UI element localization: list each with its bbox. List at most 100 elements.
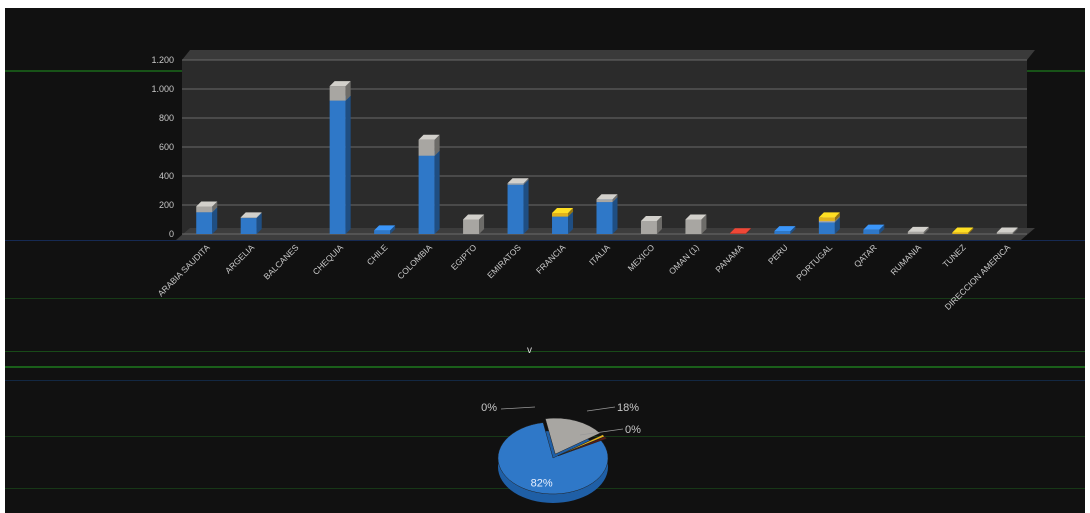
x-tick-label: BALCANES <box>261 242 300 281</box>
bar-face <box>685 219 702 234</box>
bar-face <box>374 230 391 234</box>
bar-face <box>196 206 213 213</box>
bar-top <box>685 214 707 220</box>
bar-side <box>390 225 396 234</box>
bar-side <box>701 214 707 234</box>
bar-top <box>196 201 218 207</box>
x-tick-label: EMIRATOS <box>485 242 523 280</box>
bar-face <box>996 232 1013 234</box>
bar-face <box>774 231 791 234</box>
bar-face <box>952 232 969 234</box>
bar-face <box>329 100 346 234</box>
bar-face <box>596 199 613 203</box>
bar-segment <box>640 215 662 234</box>
bar-top <box>552 207 574 213</box>
pie-label: 18% <box>617 402 639 414</box>
bar-side <box>345 81 351 101</box>
y-tick-label: 600 <box>159 142 174 152</box>
scanline <box>5 298 1085 299</box>
bar-segment <box>818 212 840 221</box>
pie-slice <box>558 436 607 457</box>
bar-face <box>196 212 213 234</box>
bar-chart: 0 200 400 600 800 1.000 1.200 ARABIA SAUDITA ARG… <box>151 50 1035 312</box>
bar-segment <box>996 227 1018 234</box>
bar-face <box>818 217 835 221</box>
bar-top <box>729 228 751 234</box>
bar-face <box>552 212 569 217</box>
bar-segment <box>774 226 796 234</box>
bar-side <box>568 207 574 217</box>
bar-side <box>345 95 351 234</box>
y-tick-label: 1.000 <box>151 84 174 94</box>
bar-face <box>507 184 524 234</box>
scanline <box>5 366 1085 368</box>
x-tick-label: MEXICO <box>626 242 657 273</box>
scanline <box>5 240 1085 241</box>
bar-face <box>240 218 257 234</box>
bar-top <box>507 178 529 184</box>
bar-side <box>212 207 218 234</box>
bar-segment <box>196 201 218 213</box>
bar-face <box>596 202 613 234</box>
bar-top <box>374 225 396 231</box>
pie-label: 82% <box>531 477 553 489</box>
bar-side <box>612 194 618 203</box>
bar-segment <box>596 194 618 203</box>
bar-face <box>418 155 435 234</box>
bar-side <box>256 213 262 234</box>
pie-slice <box>557 434 605 456</box>
bar-top <box>952 227 974 233</box>
bar-face <box>818 220 835 223</box>
bar-face <box>507 183 524 185</box>
y-tick-label: 1.200 <box>151 55 174 65</box>
bar-segment <box>329 81 351 101</box>
pie-leader <box>500 406 536 410</box>
bar-top <box>329 81 351 87</box>
bar-side <box>834 217 840 234</box>
bar-side <box>523 179 529 234</box>
bar-face <box>552 216 569 234</box>
bar-side <box>923 226 929 234</box>
bar-face <box>818 222 835 234</box>
bar-side <box>256 212 262 219</box>
bar-segment <box>907 226 929 234</box>
bar-segment <box>507 178 529 185</box>
x-tick-label: CHEQUIA <box>311 242 346 277</box>
bar-face <box>463 219 480 234</box>
bar-top <box>418 134 440 140</box>
bar-top <box>863 224 885 230</box>
x-tick-label: FRANCIA <box>534 242 568 276</box>
bar-face <box>418 139 435 156</box>
bar-segment <box>240 212 262 219</box>
bar-side <box>212 201 218 213</box>
bar-side <box>568 211 574 234</box>
bar-segment <box>552 207 574 217</box>
x-tick-label: ITALIA <box>587 242 612 267</box>
bar-top <box>774 226 796 232</box>
plot-top <box>182 50 1035 60</box>
y-tick-label: 400 <box>159 171 174 181</box>
y-tick-label: 0 <box>169 229 174 239</box>
pie-label: 0% <box>625 424 641 436</box>
x-tick-label: EGIPTO <box>449 242 479 272</box>
bar-side <box>1012 227 1018 234</box>
scanline <box>5 351 1085 352</box>
bar-side <box>745 228 751 234</box>
bar-segment <box>596 197 618 234</box>
bar-segment <box>863 224 885 234</box>
bar-face <box>329 86 346 101</box>
x-tick-label: OMAN (1) <box>667 242 701 276</box>
pie-chart: 82% 18% 0% 0% <box>481 402 641 503</box>
bar-side <box>834 212 840 221</box>
y-tick-label: 800 <box>159 113 174 123</box>
bar-segment <box>952 227 974 234</box>
bar-top <box>596 194 618 200</box>
pie-slice <box>497 422 609 495</box>
x-tick-label: QATAR <box>852 242 879 269</box>
x-tick-label: CHILE <box>365 242 390 267</box>
x-tick-label: ARABIA SAUDITA <box>156 242 212 298</box>
bar-side <box>790 226 796 234</box>
pie-leader <box>586 406 616 412</box>
y-tick-label: 200 <box>159 200 174 210</box>
bar-side <box>656 215 662 234</box>
